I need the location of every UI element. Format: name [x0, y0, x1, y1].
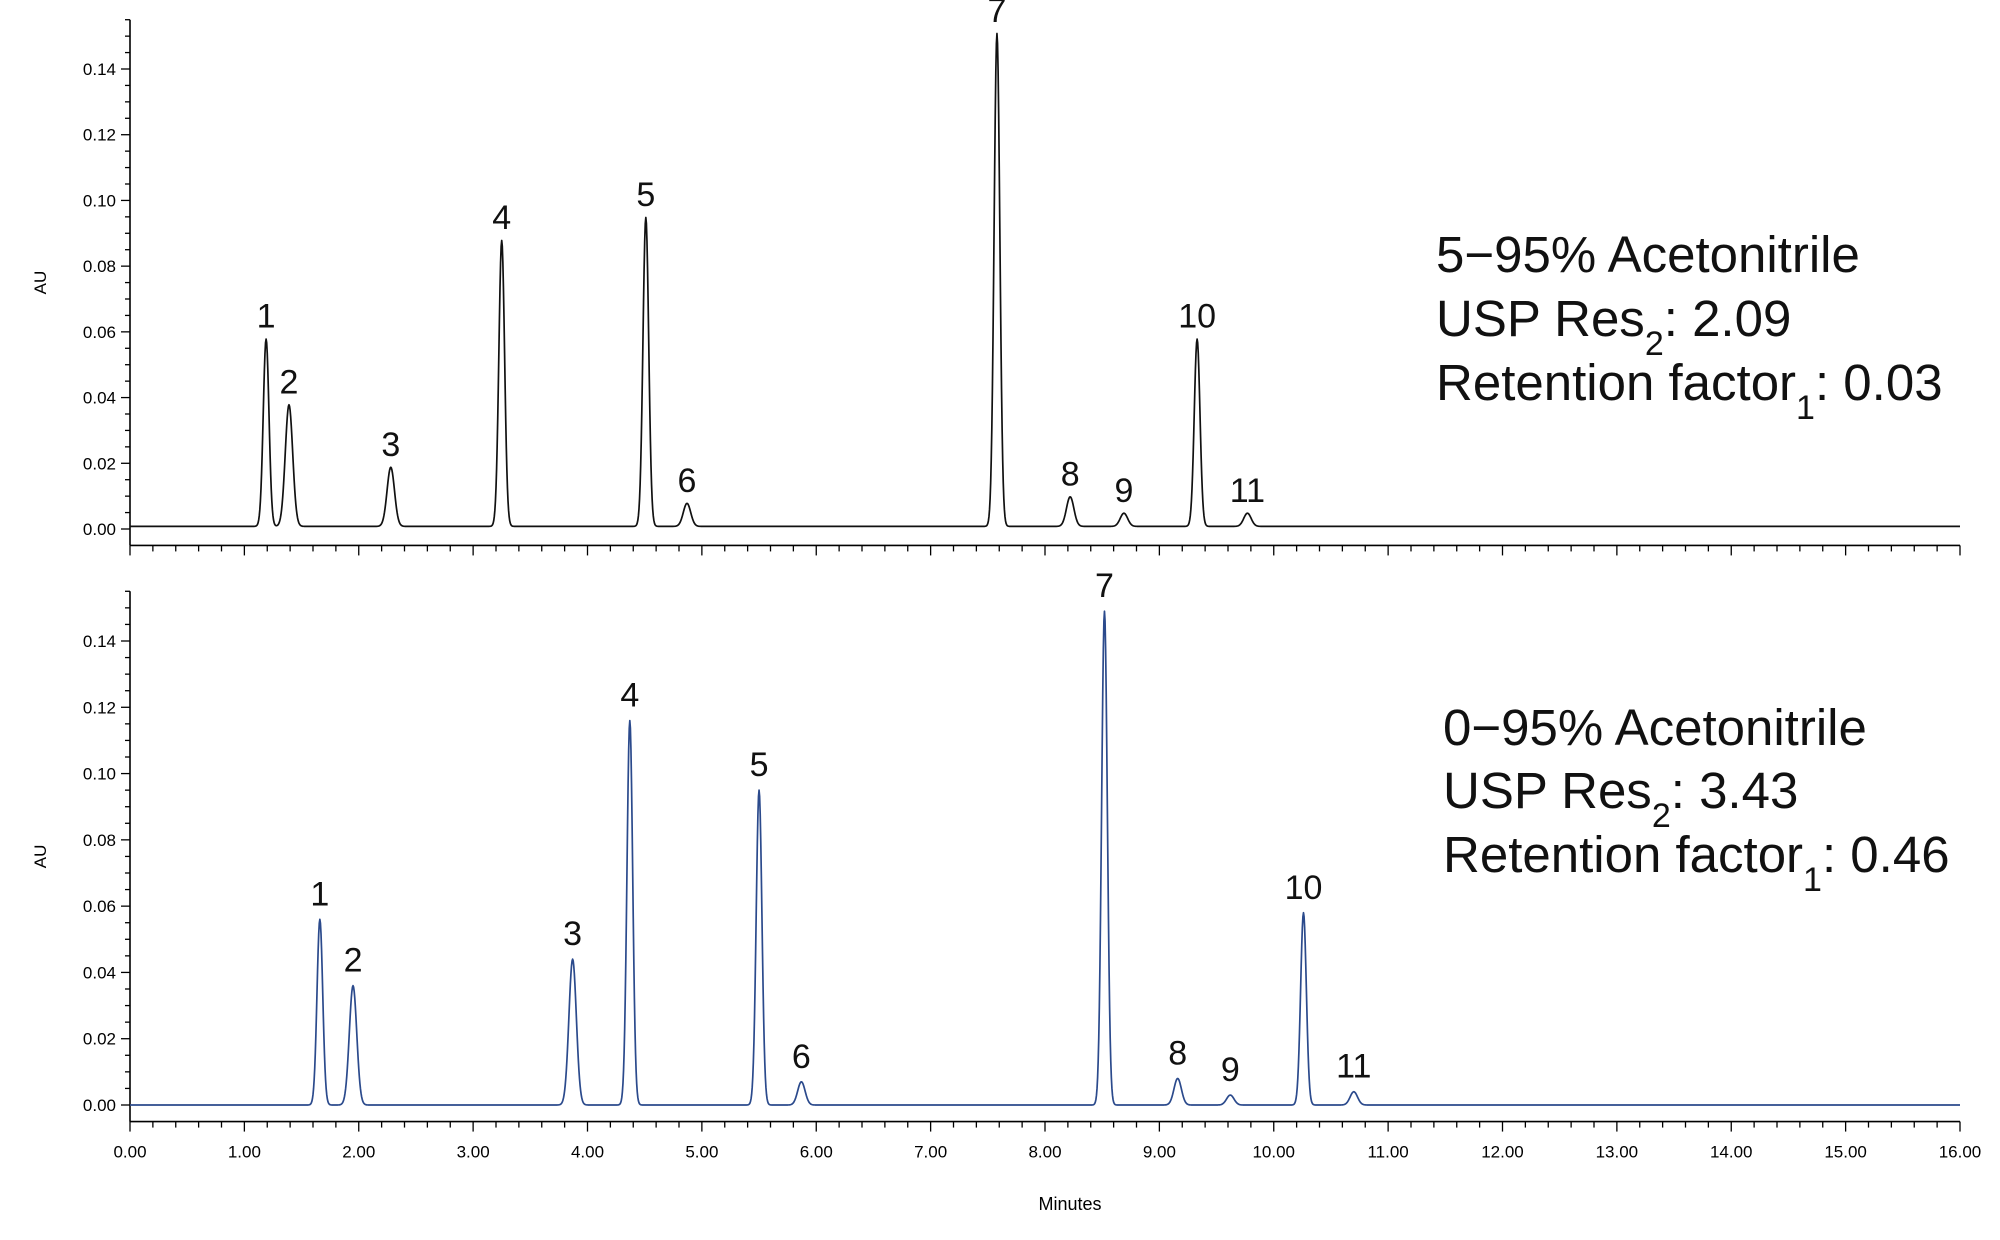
y-tick-label: 0.06	[83, 897, 116, 916]
peak-label: 9	[1221, 1051, 1240, 1089]
bottom-y-axis-ticks: 0.00 0.02 0.04 0.06 0.08 0.10 0.12 0.14	[83, 590, 130, 1115]
y-tick-label: 0.14	[83, 632, 116, 651]
bottom-chromatogram-panel: 0.00 0.02 0.04 0.06 0.08 0.10 0.12 0.14 0.00 1.0…	[31, 567, 1981, 1214]
peak-label: 6	[678, 462, 697, 500]
x-tick-label: 7.00	[914, 1143, 947, 1162]
peak-label: 9	[1114, 472, 1133, 510]
peak-label: 2	[280, 363, 299, 401]
x-tick-label: 6.00	[800, 1143, 833, 1162]
y-tick-label: 0.04	[83, 963, 116, 982]
x-tick-label: 13.00	[1596, 1143, 1639, 1162]
bottom-annotation-retention-factor: Retention factor1: 0.46	[1443, 826, 1950, 899]
x-tick-label: 10.00	[1252, 1143, 1295, 1162]
peak-label: 10	[1178, 298, 1216, 336]
peak-label: 7	[1095, 567, 1114, 605]
y-tick-label: 0.10	[83, 765, 116, 784]
peak-label: 1	[310, 875, 329, 913]
top-y-axis-ticks: 0.00 0.02 0.04 0.06 0.08 0.10 0.12 0.14	[83, 19, 130, 539]
bottom-annotation-method: 0−95% Acetonitrile	[1443, 699, 1867, 756]
peak-label: 6	[792, 1038, 811, 1076]
y-tick-label: 0.00	[83, 520, 116, 539]
x-tick-label: 2.00	[342, 1143, 375, 1162]
peak-label: 3	[563, 915, 582, 953]
x-tick-label: 14.00	[1710, 1143, 1753, 1162]
y-tick-label: 0.00	[83, 1096, 116, 1115]
top-chromatogram-panel: 0.00 0.02 0.04 0.06 0.08 0.10 0.12 0.14 AU 12 3 4…	[31, 0, 1961, 556]
x-tick-label: 1.00	[228, 1143, 261, 1162]
top-annotation-usp-res: USP Res2: 2.09	[1436, 290, 1791, 363]
top-annotation-method: 5−95% Acetonitrile	[1436, 226, 1860, 283]
x-tick-label: 12.00	[1481, 1143, 1524, 1162]
x-tick-label: 8.00	[1028, 1143, 1061, 1162]
y-tick-label: 0.10	[83, 191, 116, 210]
peak-label: 1	[257, 298, 276, 336]
peak-label: 5	[636, 176, 655, 214]
y-tick-label: 0.02	[83, 454, 116, 473]
bottom-y-axis-label: AU	[31, 845, 50, 869]
peak-label: 10	[1285, 869, 1323, 907]
bottom-annotation: 0−95% Acetonitrile USP Res2: 3.43 Retent…	[1443, 699, 1950, 899]
peak-label: 11	[1230, 472, 1265, 510]
bottom-peak-labels: 12 3 4 5 6 7 8 9 10 11	[310, 567, 1371, 1089]
y-tick-label: 0.08	[83, 831, 116, 850]
x-axis-label: Minutes	[1038, 1194, 1101, 1214]
peak-label: 8	[1061, 455, 1080, 493]
bottom-x-axis-ticks: 0.00 1.00 2.00 3.00 4.00 5.00 6.00 7.00 8.00 9.00…	[113, 1121, 1982, 1162]
bottom-chromatogram-trace	[129, 610, 1961, 1106]
y-tick-label: 0.12	[83, 698, 116, 717]
y-tick-label: 0.02	[83, 1030, 116, 1049]
peak-label: 3	[381, 426, 400, 464]
x-tick-label: 16.00	[1939, 1143, 1982, 1162]
peak-label: 11	[1336, 1048, 1371, 1086]
top-peak-labels: 12 3 4 5 6 7 8 9 10 11	[257, 0, 1265, 510]
y-tick-label: 0.08	[83, 257, 116, 276]
x-tick-label: 9.00	[1143, 1143, 1176, 1162]
peak-label: 5	[750, 746, 769, 784]
peak-label: 8	[1168, 1034, 1187, 1072]
x-tick-label: 15.00	[1824, 1143, 1867, 1162]
peak-label: 4	[492, 199, 511, 237]
y-tick-label: 0.12	[83, 126, 116, 145]
top-x-axis-ticks	[129, 545, 1961, 556]
x-tick-label: 11.00	[1367, 1143, 1408, 1162]
bottom-annotation-usp-res: USP Res2: 3.43	[1443, 762, 1798, 835]
x-tick-label: 4.00	[571, 1143, 604, 1162]
top-annotation: 5−95% Acetonitrile USP Res2: 2.09 Retent…	[1436, 226, 1943, 427]
top-annotation-retention-factor: Retention factor1: 0.03	[1436, 354, 1943, 427]
peak-label: 7	[988, 0, 1007, 30]
x-tick-label: 3.00	[457, 1143, 490, 1162]
y-tick-label: 0.14	[83, 60, 116, 79]
x-tick-label: 0.00	[113, 1143, 146, 1162]
y-tick-label: 0.06	[83, 323, 116, 342]
y-tick-label: 0.04	[83, 389, 116, 408]
x-tick-label: 5.00	[685, 1143, 718, 1162]
peak-label: 4	[620, 677, 639, 715]
top-chromatogram-trace	[129, 32, 1961, 528]
top-y-axis-label: AU	[31, 271, 50, 295]
peak-label: 2	[344, 942, 363, 980]
